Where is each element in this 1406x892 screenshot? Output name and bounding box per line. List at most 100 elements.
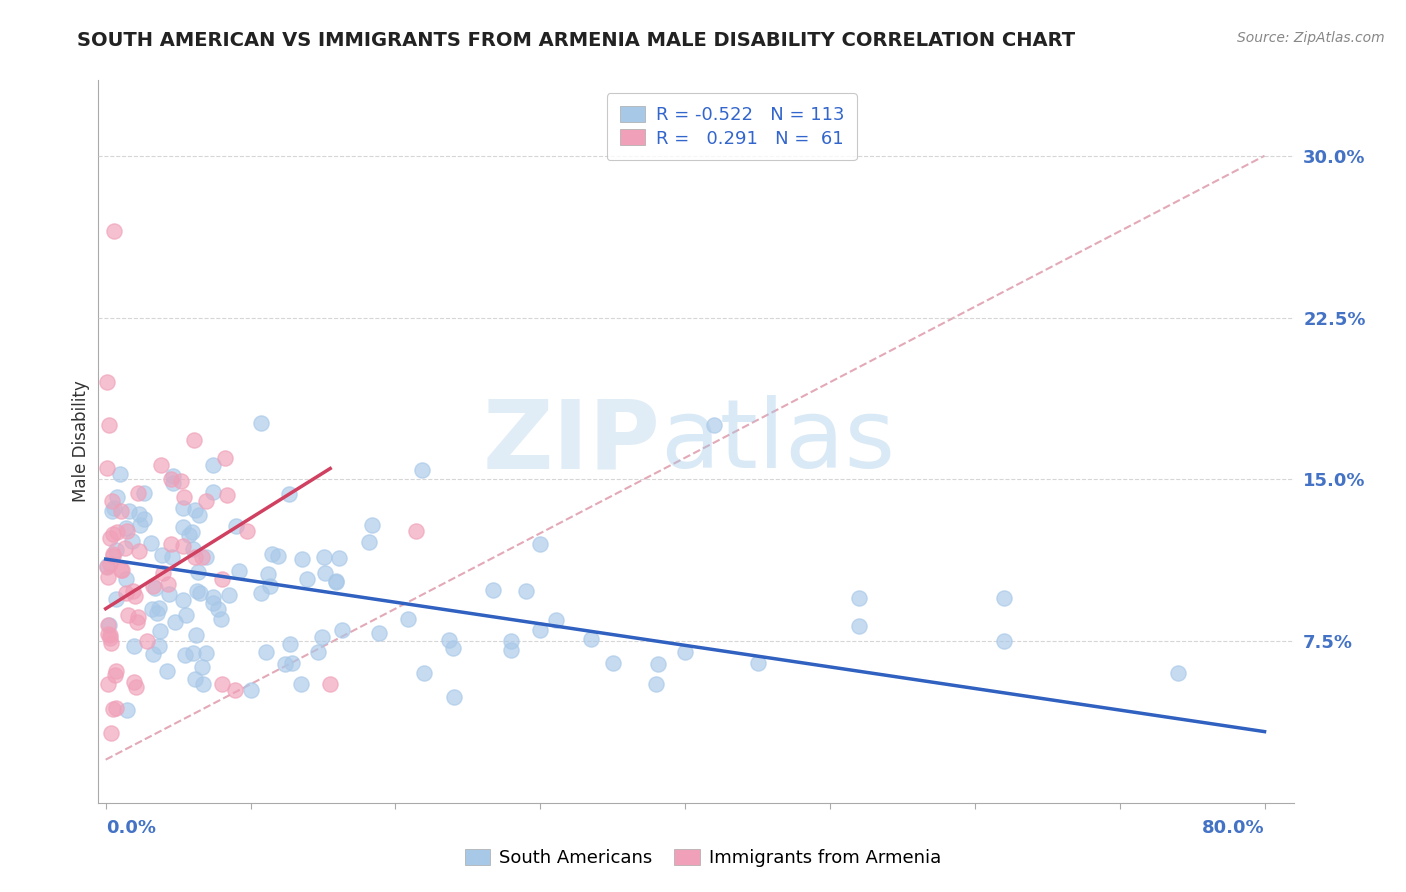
Point [224, 682, 246, 697]
Point [240, 683, 263, 698]
Point [173, 490, 195, 504]
Point [396, 612, 419, 626]
Point [184, 672, 207, 686]
Point [225, 519, 247, 533]
Point [228, 564, 250, 578]
Point [501, 634, 523, 648]
Text: Source: ZipAtlas.com: Source: ZipAtlas.com [1237, 31, 1385, 45]
Point [201, 591, 224, 605]
Point [115, 521, 138, 535]
Point [218, 588, 240, 602]
Point [124, 589, 146, 603]
Point [602, 656, 624, 670]
Point [179, 528, 201, 542]
Point [162, 469, 184, 483]
Point [105, 543, 128, 558]
Point [186, 584, 208, 599]
Legend: South Americans, Immigrants from Armenia: South Americans, Immigrants from Armenia [458, 841, 948, 874]
Point [100, 635, 122, 649]
Point [181, 647, 204, 661]
Point [149, 624, 172, 639]
Point [152, 566, 174, 581]
Point [110, 503, 132, 517]
Point [260, 547, 283, 561]
Point [290, 677, 312, 691]
Point [101, 493, 124, 508]
Point [157, 587, 180, 601]
Point [125, 615, 148, 629]
Point [103, 224, 125, 238]
Point [993, 591, 1015, 605]
Point [515, 583, 537, 598]
Point [118, 504, 141, 518]
Point [328, 550, 350, 565]
Point [319, 677, 342, 691]
Point [281, 656, 304, 670]
Text: SOUTH AMERICAN VS IMMIGRANTS FROM ARMENIA MALE DISABILITY CORRELATION CHART: SOUTH AMERICAN VS IMMIGRANTS FROM ARMENI… [77, 31, 1076, 50]
Point [529, 624, 551, 638]
Point [98, 531, 121, 545]
Legend: R = -0.522   N = 113, R =   0.291   N =  61: R = -0.522 N = 113, R = 0.291 N = 61 [607, 93, 856, 161]
Point [108, 467, 131, 482]
Text: atlas: atlas [661, 395, 896, 488]
Point [174, 648, 197, 662]
Point [546, 614, 568, 628]
Point [110, 563, 132, 577]
Point [103, 701, 125, 715]
Point [122, 584, 145, 599]
Point [257, 566, 280, 581]
Point [202, 458, 225, 473]
Text: 0.0%: 0.0% [105, 819, 156, 837]
Point [149, 458, 172, 472]
Point [312, 550, 335, 565]
Point [747, 656, 769, 670]
Point [97, 617, 120, 632]
Point [295, 572, 318, 586]
Point [211, 572, 233, 586]
Point [128, 609, 150, 624]
Point [142, 579, 165, 593]
Point [172, 520, 194, 534]
Point [96, 559, 118, 574]
Point [160, 549, 183, 564]
Point [359, 535, 381, 549]
Point [181, 541, 204, 556]
Point [325, 574, 347, 589]
Point [174, 607, 197, 622]
Point [125, 680, 148, 694]
Point [142, 647, 165, 661]
Point [368, 626, 391, 640]
Point [121, 534, 143, 549]
Point [209, 612, 232, 626]
Point [101, 549, 124, 563]
Point [325, 575, 347, 590]
Point [128, 508, 150, 522]
Point [98, 628, 121, 642]
Point [191, 660, 214, 674]
Point [183, 502, 205, 516]
Point [437, 632, 460, 647]
Point [157, 577, 180, 591]
Point [105, 491, 128, 505]
Point [501, 643, 523, 657]
Point [314, 566, 336, 581]
Point [117, 608, 139, 623]
Point [122, 675, 145, 690]
Point [104, 592, 127, 607]
Point [115, 524, 138, 538]
Point [103, 547, 125, 561]
Point [111, 564, 134, 578]
Point [141, 602, 163, 616]
Point [128, 544, 150, 558]
Point [267, 549, 290, 563]
Point [97, 418, 120, 433]
Point [107, 525, 129, 540]
Point [148, 639, 170, 653]
Point [529, 537, 551, 551]
Point [124, 639, 146, 653]
Point [214, 450, 236, 465]
Point [115, 586, 138, 600]
Point [184, 550, 207, 565]
Point [201, 596, 224, 610]
Point [172, 500, 194, 515]
